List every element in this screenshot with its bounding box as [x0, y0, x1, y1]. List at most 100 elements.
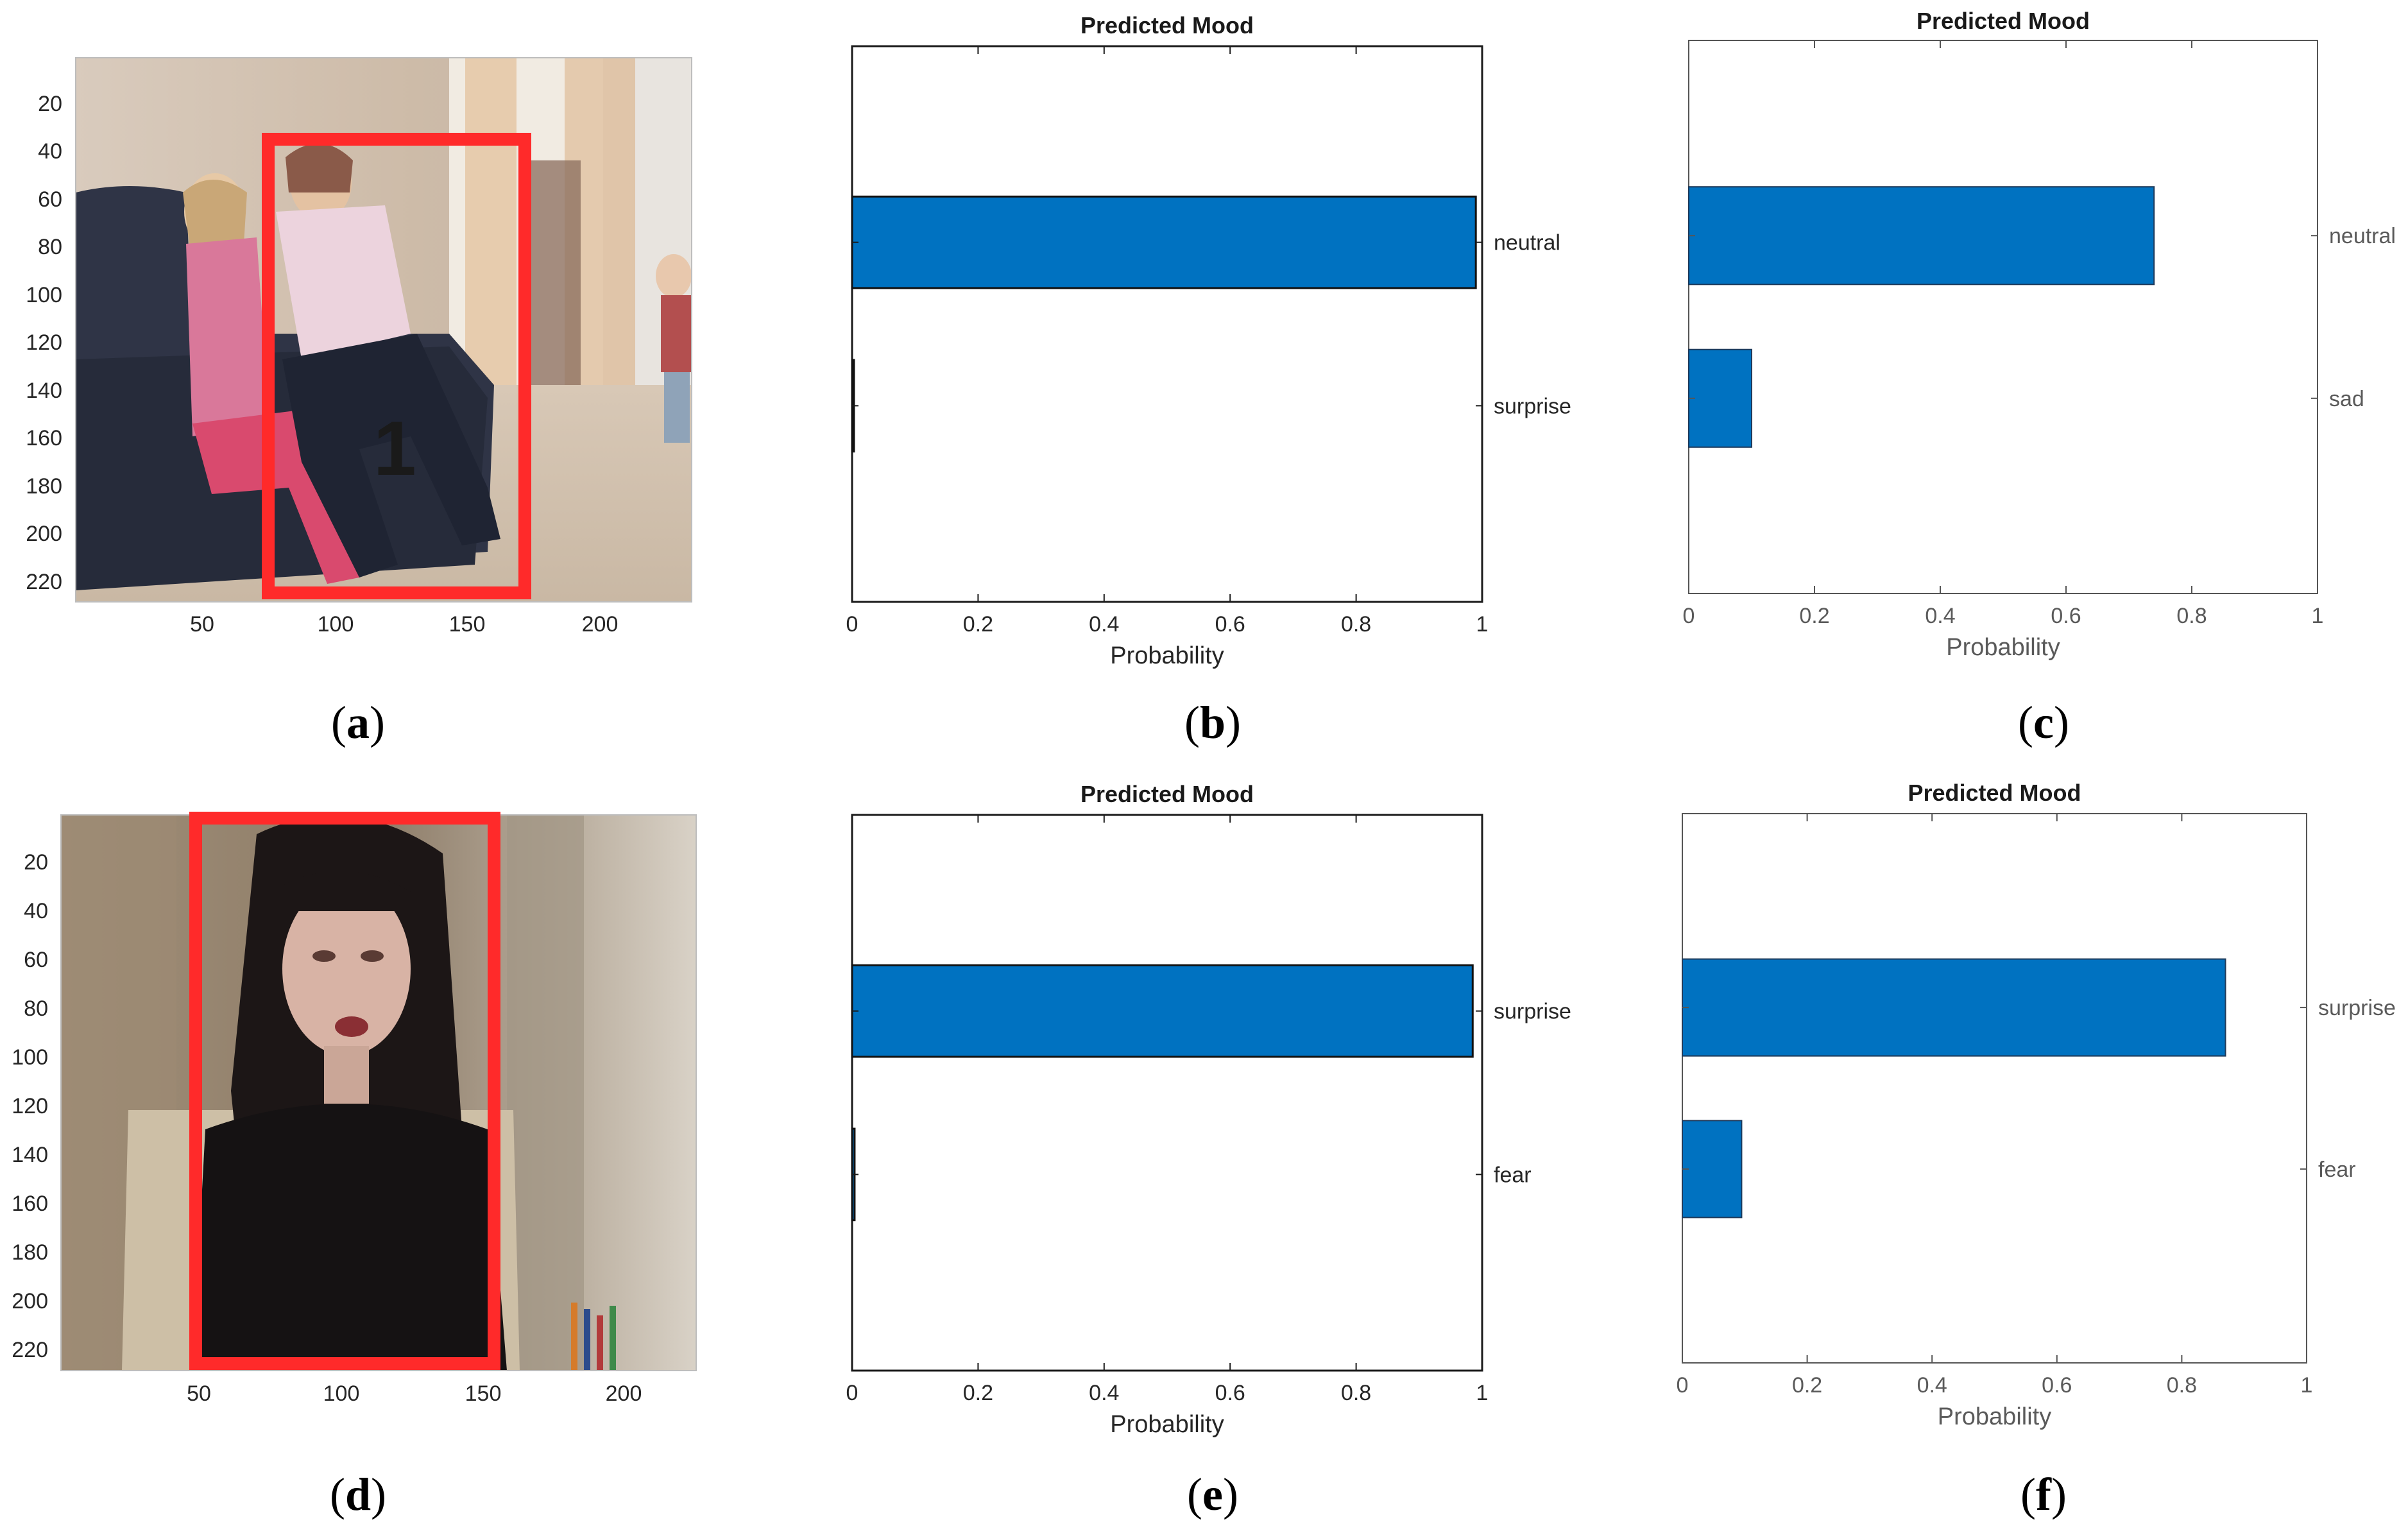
bar-chart-c: Predicted Mood neutral sad 0 0.2 0.4 0.6 0.8 1 Pr… — [1683, 8, 2396, 661]
x-tick-label: 0.6 — [1215, 612, 1245, 637]
y-tick-label: 220 — [26, 570, 62, 594]
bar-chart-b: Predicted Mood neutral surprise 0 0.2 0.4 0.6 0… — [846, 12, 1571, 669]
y-tick-label: 80 — [38, 235, 62, 259]
x-tick-label: 50 — [190, 612, 214, 637]
category-label: sad — [2329, 387, 2364, 411]
y-tick-label: 120 — [26, 330, 62, 355]
x-tick-label: 0.2 — [1799, 604, 1829, 628]
x-tick-label: 0 — [1683, 604, 1695, 628]
plot-area — [1688, 40, 2318, 594]
detection-box-label-a: 1 — [373, 406, 416, 492]
x-tick-label: 0.6 — [2042, 1373, 2072, 1398]
y-tick-label: 20 — [38, 92, 62, 116]
y-tick-label: 180 — [12, 1240, 48, 1265]
y-tick-label: 40 — [38, 139, 62, 164]
chart-title: Predicted Mood — [1917, 8, 2090, 34]
panel-label-c: (c) — [2018, 697, 2069, 748]
x-tick-label: 0.8 — [1341, 612, 1371, 637]
x-tick-labels-a: 50 100 150 200 — [190, 612, 618, 637]
image-panel-a: 1 20 40 60 80 100 120 140 160 180 200 22… — [26, 57, 692, 637]
category-label: fear — [2318, 1158, 2356, 1182]
chart-title: Predicted Mood — [1080, 12, 1254, 38]
x-tick-label: 0.4 — [1089, 1381, 1119, 1405]
photo-a — [76, 58, 692, 602]
y-tick-label: 120 — [12, 1094, 48, 1118]
panel-label-f: (f) — [2020, 1469, 2067, 1520]
y-tick-label: 180 — [26, 474, 62, 499]
panel-label-a: (a) — [331, 697, 385, 748]
x-tick-label: 1 — [2312, 604, 2324, 628]
x-tick-label: 0 — [1677, 1373, 1689, 1398]
x-tick-label: 0.2 — [963, 612, 993, 637]
y-tick-label: 20 — [24, 850, 48, 875]
chart-title: Predicted Mood — [1908, 780, 2081, 806]
panel-label-e: (e) — [1187, 1469, 1238, 1520]
bar — [1682, 958, 2226, 1057]
category-label: surprise — [1494, 394, 1571, 418]
detection-box-d — [189, 812, 500, 1370]
bar — [1682, 1120, 1743, 1219]
x-tick-label: 1 — [1476, 612, 1489, 637]
panel-label-d: (d) — [330, 1469, 386, 1520]
y-tick-label: 40 — [24, 899, 48, 923]
plot-area — [851, 814, 1483, 1372]
category-label: fear — [1494, 1163, 1532, 1187]
plot-area — [1682, 813, 2307, 1364]
x-tick-label: 1 — [2301, 1373, 2313, 1398]
y-tick-labels-a: 20 40 60 80 100 120 140 160 180 200 220 — [26, 92, 62, 594]
bar — [851, 195, 1477, 289]
y-tick-label: 60 — [38, 187, 62, 212]
y-tick-label: 160 — [26, 426, 62, 450]
plot-area — [851, 45, 1483, 603]
y-tick-label: 100 — [12, 1045, 48, 1070]
y-tick-label: 200 — [26, 522, 62, 546]
x-tick-label: 100 — [318, 612, 354, 637]
x-tick-label: 0.4 — [1917, 1373, 1947, 1398]
x-axis-label: Probability — [1110, 1411, 1224, 1438]
x-tick-label: 200 — [606, 1381, 642, 1406]
x-axis-label: Probability — [1938, 1403, 2051, 1430]
y-tick-label: 140 — [26, 379, 62, 403]
x-axis-label: Probability — [1946, 634, 2060, 661]
x-tick-label: 150 — [465, 1381, 502, 1406]
x-tick-label: 1 — [1476, 1381, 1489, 1405]
y-tick-label: 100 — [26, 283, 62, 307]
y-tick-label: 160 — [12, 1192, 48, 1216]
category-label: neutral — [1494, 231, 1560, 255]
x-tick-label: 0.4 — [1925, 604, 1955, 628]
x-tick-label: 0 — [846, 1381, 858, 1405]
x-tick-label: 0.4 — [1089, 612, 1119, 637]
bar — [1688, 186, 2155, 286]
x-tick-label: 0.2 — [1792, 1373, 1822, 1398]
x-axis-label: Probability — [1110, 642, 1224, 669]
image-panel-d: 20 40 60 80 100 120 140 160 180 200 220 … — [12, 812, 697, 1406]
x-tick-label: 100 — [323, 1381, 360, 1406]
category-label: surprise — [2318, 996, 2396, 1020]
bar — [1688, 348, 1752, 448]
x-tick-label: 0.6 — [2051, 604, 2081, 628]
y-tick-label: 80 — [24, 996, 48, 1021]
chart-title: Predicted Mood — [1080, 781, 1254, 807]
y-tick-label: 60 — [24, 948, 48, 972]
x-tick-label: 0.8 — [2176, 604, 2207, 628]
panel-label-b: (b) — [1184, 697, 1241, 748]
x-tick-label: 150 — [449, 612, 486, 637]
x-tick-label: 0.8 — [1341, 1381, 1371, 1405]
bar-chart-e: Predicted Mood surprise fear 0 0.2 0.4 0.6 0.8 1… — [846, 781, 1571, 1438]
x-tick-label: 0.8 — [2167, 1373, 2197, 1398]
x-tick-labels-d: 50 100 150 200 — [187, 1381, 642, 1406]
y-tick-label: 200 — [12, 1289, 48, 1313]
bar-chart-f: Predicted Mood surprise fear 0 0.2 0.4 0.6 0.8 1… — [1677, 780, 2396, 1430]
y-tick-labels-d: 20 40 60 80 100 120 140 160 180 200 220 — [12, 850, 48, 1362]
x-tick-label: 200 — [582, 612, 619, 637]
y-tick-label: 220 — [12, 1338, 48, 1362]
category-label: neutral — [2329, 224, 2396, 248]
x-tick-label: 50 — [187, 1381, 211, 1406]
bar — [851, 964, 1474, 1058]
x-tick-label: 0.2 — [963, 1381, 993, 1405]
x-tick-label: 0.6 — [1215, 1381, 1245, 1405]
x-tick-label: 0 — [846, 612, 858, 637]
category-label: surprise — [1494, 1000, 1571, 1024]
y-tick-label: 140 — [12, 1143, 48, 1167]
